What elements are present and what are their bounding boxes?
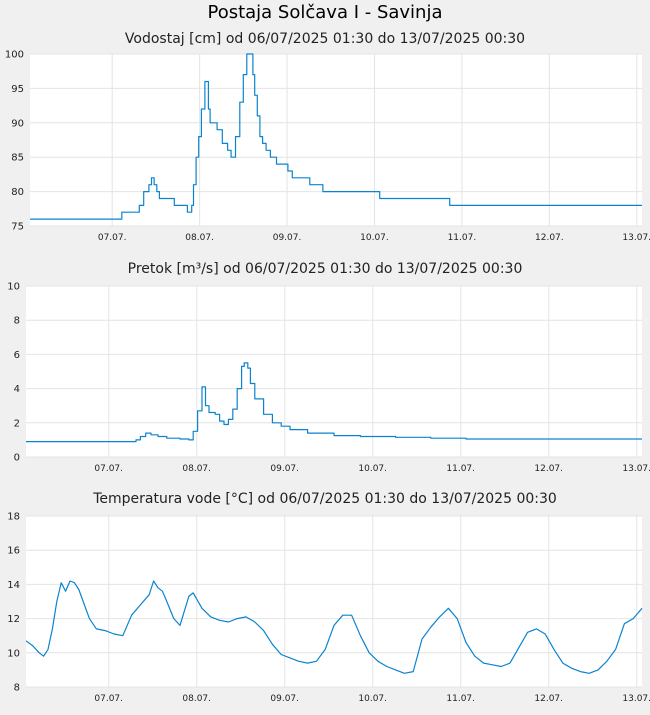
water-temperature-y-tick-label: 8 <box>14 683 20 694</box>
water-temperature-x-tick-label: 10.07. <box>358 694 387 704</box>
discharge-y-tick-label: 2 <box>14 418 20 429</box>
water-level-y-tick-label: 80 <box>11 187 24 198</box>
discharge-plot-area <box>26 286 642 457</box>
water-level-x-tick-label: 10.07. <box>360 233 389 240</box>
discharge-x-tick-label: 12.07. <box>534 464 563 474</box>
water-level-x-tick-label: 11.07. <box>448 233 477 240</box>
water-level-y-tick-label: 75 <box>11 222 24 233</box>
discharge-series-line <box>26 362 642 443</box>
water-temperature-chart: 8 10 12 14 16 18 07.07. 08.07. 09.07. 10.07. 11.07… <box>7 512 650 705</box>
water-level-y-tick-label: 90 <box>11 118 24 129</box>
water-level-plot-area <box>30 54 642 226</box>
page-title: Postaja Solčava I - Savinja <box>207 2 443 23</box>
chart-title-water-temperature: Temperatura vode [°C] od 06/07/2025 01:3… <box>93 491 557 507</box>
water-level-x-tick-label: 08.07. <box>185 233 214 240</box>
water-level-series-line <box>30 53 642 220</box>
water-level-x-tick-label: 09.07. <box>273 233 302 240</box>
water-temperature-x-tick-label: 09.07. <box>270 694 299 704</box>
discharge-x-tick-label: 13.07. <box>622 464 650 474</box>
water-level-y-tick-label: 85 <box>11 153 24 164</box>
chart-title-water-level: Vodostaj [cm] od 06/07/2025 01:30 do 13/… <box>124 31 526 47</box>
discharge-y-tick-label: 0 <box>14 453 20 464</box>
water-temperature-y-tick-label: 14 <box>7 580 20 591</box>
chart-title-discharge: Pretok [m³/s] od 06/07/2025 01:30 do 13/… <box>127 261 523 277</box>
water-temperature-plot-area <box>26 516 642 687</box>
water-temperature-x-tick-label: 08.07. <box>182 694 211 704</box>
discharge-x-tick-label: 07.07. <box>94 464 123 474</box>
water-level-x-tick-label: 07.07. <box>98 233 127 240</box>
discharge-y-tick-label: 6 <box>14 350 20 361</box>
discharge-y-tick-label: 4 <box>14 384 20 395</box>
water-level-y-tick-label: 95 <box>11 84 24 95</box>
water-temperature-y-tick-label: 12 <box>7 614 20 625</box>
water-level-y-tick-label: 100 <box>5 50 24 61</box>
water-temperature-x-tick-label: 12.07. <box>534 694 563 704</box>
discharge-y-tick-label: 10 <box>7 282 20 293</box>
water-temperature-y-tick-label: 16 <box>7 546 20 557</box>
water-temperature-x-tick-label: 07.07. <box>94 694 123 704</box>
discharge-x-tick-label: 08.07. <box>182 464 211 474</box>
water-level-x-tick-label: 13.07. <box>622 233 650 240</box>
discharge-x-tick-label: 11.07. <box>446 464 475 474</box>
water-temperature-x-tick-label: 13.07. <box>622 694 650 704</box>
water-temperature-y-tick-label: 18 <box>7 512 20 523</box>
discharge-x-tick-label: 09.07. <box>270 464 299 474</box>
water-temperature-x-tick-label: 11.07. <box>446 694 475 704</box>
discharge-chart: 0 2 4 6 8 10 07.07. 08.07. 09.07. 10.07. 11.07. 12.… <box>7 282 650 475</box>
water-level-x-tick-label: 12.07. <box>535 233 564 240</box>
water-temperature-series-line <box>25 580 643 674</box>
water-temperature-y-tick-label: 10 <box>7 648 20 659</box>
discharge-x-tick-label: 10.07. <box>358 464 387 474</box>
water-level-chart: 75 80 85 90 95 100 07.07. 08.07. 09.07. 10.07. 11.… <box>5 50 650 240</box>
discharge-y-tick-label: 8 <box>14 316 20 327</box>
